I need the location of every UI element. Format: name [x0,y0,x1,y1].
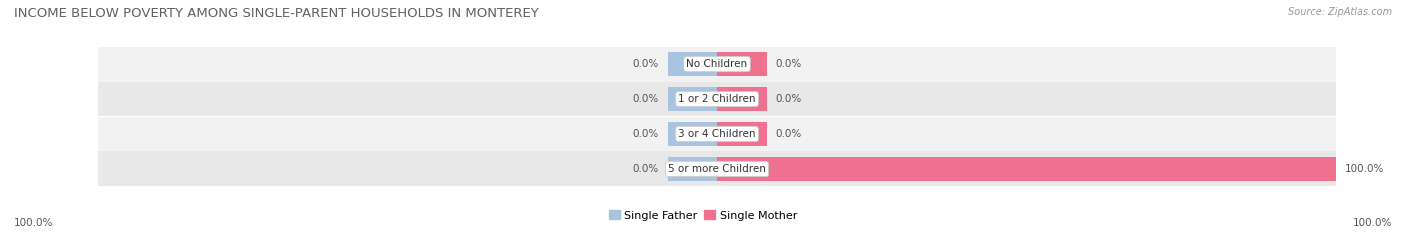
Bar [668,87,717,111]
Text: 0.0%: 0.0% [633,164,658,174]
Text: 1 or 2 Children: 1 or 2 Children [678,94,756,104]
Text: 100.0%: 100.0% [14,218,53,228]
Bar [668,157,717,181]
Text: 100.0%: 100.0% [1353,218,1392,228]
Bar [668,52,717,76]
Text: 0.0%: 0.0% [633,59,658,69]
Bar [98,47,1336,82]
Bar [98,82,1336,116]
Text: 0.0%: 0.0% [776,94,801,104]
Text: 0.0%: 0.0% [776,59,801,69]
Bar [717,122,766,146]
Text: INCOME BELOW POVERTY AMONG SINGLE-PARENT HOUSEHOLDS IN MONTEREY: INCOME BELOW POVERTY AMONG SINGLE-PARENT… [14,7,538,20]
Bar [717,157,1336,181]
Text: 5 or more Children: 5 or more Children [668,164,766,174]
Bar [717,87,766,111]
Bar [717,52,766,76]
Bar [668,122,717,146]
Bar [98,151,1336,186]
Text: Source: ZipAtlas.com: Source: ZipAtlas.com [1288,7,1392,17]
Bar [98,116,1336,151]
Text: 0.0%: 0.0% [633,94,658,104]
Legend: Single Father, Single Mother: Single Father, Single Mother [605,206,801,225]
Text: No Children: No Children [686,59,748,69]
Text: 0.0%: 0.0% [776,129,801,139]
Text: 0.0%: 0.0% [633,129,658,139]
Text: 100.0%: 100.0% [1346,164,1385,174]
Text: 3 or 4 Children: 3 or 4 Children [678,129,756,139]
